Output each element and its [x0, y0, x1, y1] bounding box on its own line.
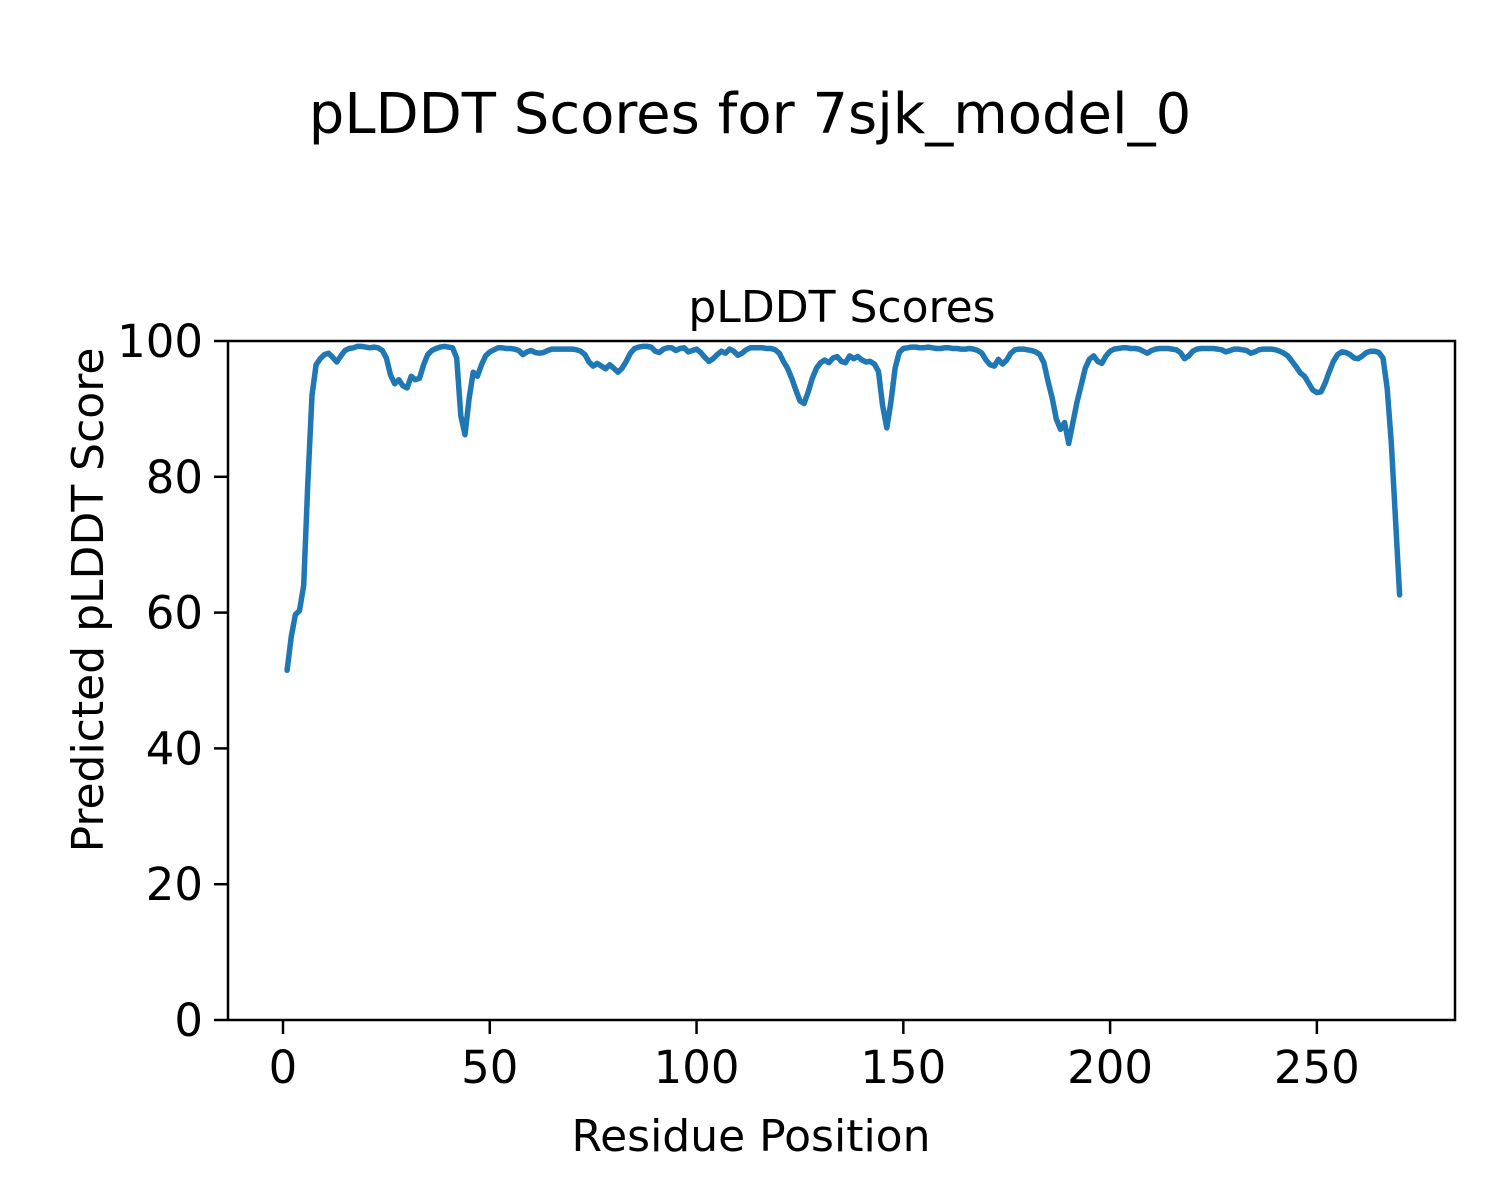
x-tick-label: 0 [269, 1041, 298, 1094]
x-tick-label: 100 [654, 1041, 740, 1094]
figure-title: pLDDT Scores for 7sjk_model_0 [309, 82, 1191, 147]
x-tick-label: 50 [461, 1041, 518, 1094]
x-axis-ticks: 0 50 100 150 200 250 [269, 1021, 1360, 1094]
y-tick-label: 100 [117, 315, 203, 368]
x-tick-label: 200 [1067, 1041, 1153, 1094]
y-axis-ticks: 0 20 40 60 80 100 [117, 315, 227, 1047]
x-tick-label: 150 [860, 1041, 946, 1094]
y-tick-label: 20 [146, 858, 203, 911]
y-tick-label: 40 [146, 722, 203, 775]
y-tick-label: 60 [146, 587, 203, 640]
plot-border [226, 339, 1457, 1022]
plddt-line [284, 343, 1403, 674]
x-tick-label: 250 [1274, 1041, 1360, 1094]
y-tick-label: 80 [146, 451, 203, 504]
x-axis-label: Residue Position [571, 1111, 930, 1162]
y-axis-label: Predicted pLDDT Score [63, 348, 114, 853]
y-tick-label: 0 [174, 994, 203, 1047]
axes-title: pLDDT Scores [688, 282, 995, 333]
